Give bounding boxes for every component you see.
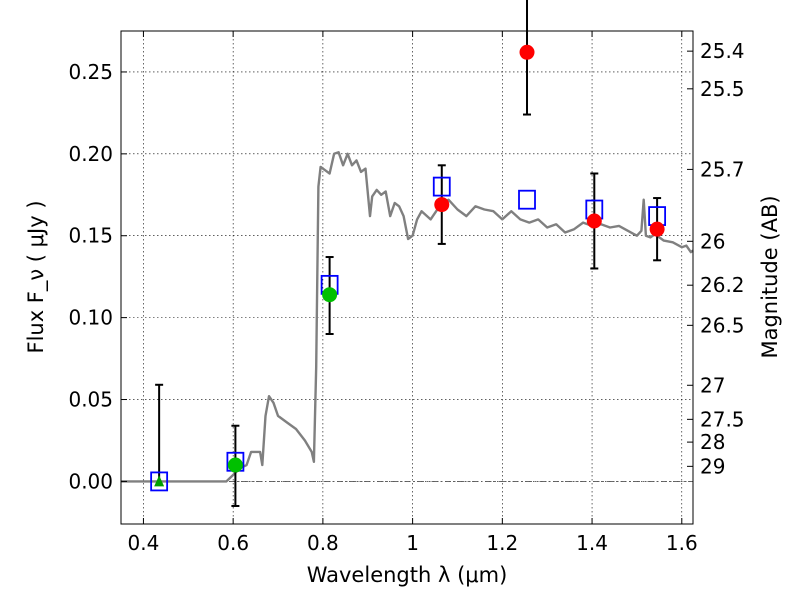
y-tick-label: 0.20 — [68, 142, 113, 166]
y2-tick-label: 26.5 — [700, 313, 745, 337]
error-bars — [155, 0, 662, 507]
model-square — [150, 471, 169, 492]
y2-tick-label: 26 — [700, 229, 725, 253]
y2-tick-label: 25.7 — [700, 157, 745, 181]
optical-flux-point — [322, 287, 338, 303]
optical-flux-point — [227, 457, 243, 473]
model-square — [432, 176, 451, 197]
observed-flux-markers — [154, 44, 665, 487]
y2-tick-label: 28 — [700, 430, 725, 454]
plot-frame — [120, 30, 694, 525]
x-tick-label: 1.6 — [666, 531, 698, 555]
upper-limit-marker — [154, 475, 165, 487]
y2-tick-label: 25.5 — [700, 77, 745, 101]
y-tick-label: 0.05 — [68, 388, 113, 412]
template-curve — [121, 151, 694, 483]
y2-tick-label: 25.4 — [700, 39, 745, 63]
y-axis-title: Flux F_ν ( μJy ) — [24, 200, 49, 353]
y-tick-label: 0.15 — [68, 224, 113, 248]
x-tick-label: 0.4 — [128, 531, 160, 555]
y2-tick-label: 27 — [700, 373, 725, 397]
grid — [121, 31, 693, 524]
x-tick-label: 1 — [406, 531, 419, 555]
y2-tick-label: 26.2 — [700, 273, 745, 297]
x-tick-label: 1.4 — [576, 531, 608, 555]
model-square — [518, 189, 536, 210]
x-tick-label: 0.8 — [307, 531, 339, 555]
nir-flux-point — [434, 197, 450, 213]
template-spectrum — [121, 151, 694, 483]
x-axis-title: Wavelength λ (μm) — [307, 563, 508, 587]
y-tick-label: 0.00 — [68, 469, 113, 493]
y2-tick-label: 29 — [700, 454, 725, 478]
x-tick-label: 0.6 — [217, 531, 249, 555]
y2-tick-label: 27.5 — [700, 407, 745, 431]
y-tick-label: 0.25 — [68, 60, 113, 84]
nir-flux-point — [519, 44, 535, 60]
nir-flux-point — [586, 213, 602, 229]
y2-axis-title: Magnitude (AB) — [758, 195, 782, 358]
x-tick-label: 1.2 — [486, 531, 518, 555]
y-tick-label: 0.10 — [68, 306, 113, 330]
axis-ticks — [121, 31, 693, 524]
nir-flux-point — [649, 221, 665, 237]
tick-labels: 0.4 0.6 0.8 1 1.2 1.4 1.6 0.00 0.05 0.10 0.15 0.20 0… — [68, 39, 744, 555]
